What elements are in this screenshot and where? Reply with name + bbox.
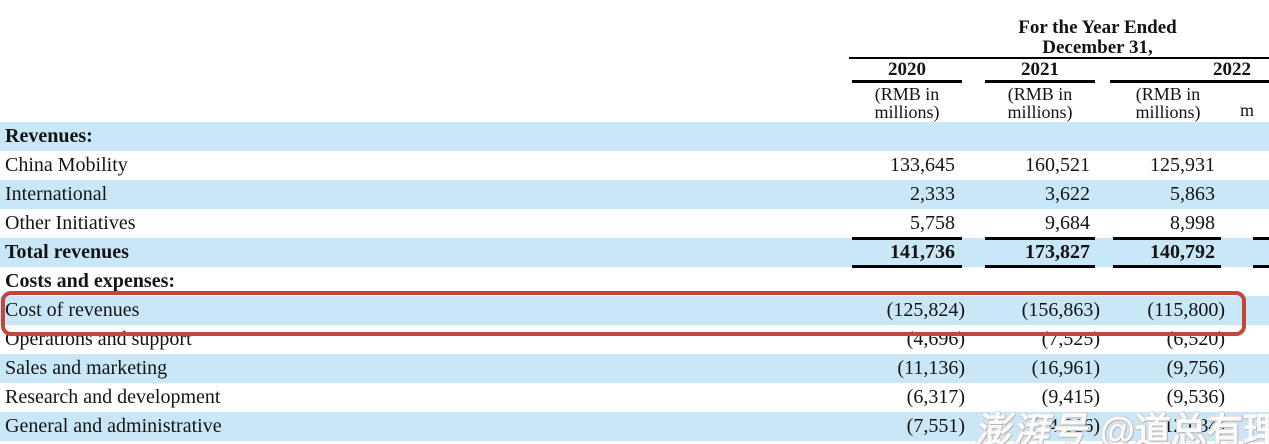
column-underline-2021: [985, 80, 1095, 83]
value-2021: (156,863): [1021, 299, 1100, 321]
column-header-2021: 2021: [1021, 59, 1059, 80]
unit-line2: millions): [1135, 102, 1201, 122]
period-line2: December 31,: [1042, 37, 1153, 58]
watermark-handle: @道总有理: [1100, 410, 1269, 444]
table-row-china-mobility: China Mobility 133,645 160,521 125,931: [0, 151, 1269, 180]
value-2022: 8,998: [1170, 212, 1215, 234]
total-overline: [1253, 237, 1269, 240]
value-2021: 173,827: [1025, 241, 1090, 263]
header-rule: [849, 57, 1269, 59]
table-row-revenues-section: Revenues:: [0, 122, 1269, 151]
row-label: General and administrative: [5, 415, 222, 437]
value-2021: 9,684: [1045, 212, 1090, 234]
value-2021: 3,622: [1045, 183, 1090, 205]
value-2022: 140,792: [1150, 241, 1215, 263]
row-label: Total revenues: [5, 241, 129, 263]
unit-label-2020: (RMB in millions): [852, 85, 962, 121]
total-overline: [852, 237, 962, 240]
table-row-total-revenues: Total revenues 141,736 173,827 140,792: [0, 238, 1269, 267]
value-2021: (9,415): [1041, 386, 1100, 408]
table-row-general-and-administrative: General and administrative (7,551) (14,8…: [0, 412, 1269, 441]
table-row-international: International 2,333 3,622 5,863: [0, 180, 1269, 209]
value-2020: 141,736: [890, 241, 955, 263]
column-underline-2022: [1110, 80, 1269, 83]
table-row-sales-and-marketing: Sales and marketing (11,136) (16,961) (9…: [0, 354, 1269, 383]
value-2020: (125,824): [886, 299, 965, 321]
row-label: Sales and marketing: [5, 357, 168, 379]
unit-label-2021: (RMB in millions): [985, 85, 1095, 121]
value-2020: 133,645: [890, 154, 955, 176]
total-overline: [1113, 237, 1221, 240]
total-overline: [985, 237, 1095, 240]
highlight-box: [1, 291, 1246, 336]
column-underline-2020: [852, 80, 962, 83]
table-row-cost-of-revenues: Cost of revenues (125,824) (156,863) (11…: [0, 296, 1269, 325]
row-label: Other Initiatives: [5, 212, 136, 234]
clipped-next-column-fragment: m: [1240, 100, 1255, 120]
row-label: Revenues:: [5, 125, 93, 147]
value-2022: (9,756): [1166, 357, 1225, 379]
value-2022: (12,034): [1156, 415, 1225, 437]
unit-label-2022: (RMB in millions): [1113, 85, 1223, 121]
row-label: China Mobility: [5, 154, 128, 176]
unit-line2: millions): [1007, 102, 1073, 122]
table-row-costs-section: Costs and expenses:: [0, 267, 1269, 296]
value-2021: (16,961): [1031, 357, 1100, 379]
value-2020: 2,333: [910, 183, 955, 205]
total-underline: [985, 265, 1095, 268]
watermark: 澎湃号 @道总有理: [973, 402, 1269, 444]
column-header-2022: 2022: [1213, 59, 1251, 80]
period-line1: For the Year Ended: [1018, 17, 1177, 38]
row-label: International: [5, 183, 108, 205]
total-underline: [1253, 265, 1269, 268]
value-2022: 125,931: [1150, 154, 1215, 176]
unit-line1: (RMB in: [874, 84, 940, 104]
value-2022: 5,863: [1170, 183, 1215, 205]
row-label: Research and development: [5, 386, 221, 408]
total-underline: [1113, 265, 1221, 268]
column-header-2020: 2020: [888, 59, 926, 80]
value-2022: (115,800): [1147, 299, 1225, 321]
unit-line1: (RMB in: [1007, 84, 1073, 104]
value-2020: (7,551): [906, 415, 965, 437]
row-label: Costs and expenses:: [5, 270, 176, 292]
value-2020: (11,136): [897, 357, 965, 379]
watermark-logo: 澎湃号: [973, 410, 1096, 444]
value-2020: 5,758: [910, 212, 955, 234]
value-2022: (9,536): [1166, 386, 1225, 408]
unit-line1: (RMB in: [1135, 84, 1201, 104]
value-2021: (14,816): [1031, 415, 1100, 437]
table-row-other-initiatives: Other Initiatives 5,758 9,684 8,998: [0, 209, 1269, 238]
row-label: Cost of revenues: [5, 299, 140, 321]
total-underline: [852, 265, 962, 268]
value-2020: (6,317): [906, 386, 965, 408]
value-2021: 160,521: [1025, 154, 1090, 176]
table-row-research-and-development: Research and development (6,317) (9,415)…: [0, 383, 1269, 412]
unit-line2: millions): [874, 102, 940, 122]
period-header: For the Year Ended December 31,: [930, 18, 1265, 58]
